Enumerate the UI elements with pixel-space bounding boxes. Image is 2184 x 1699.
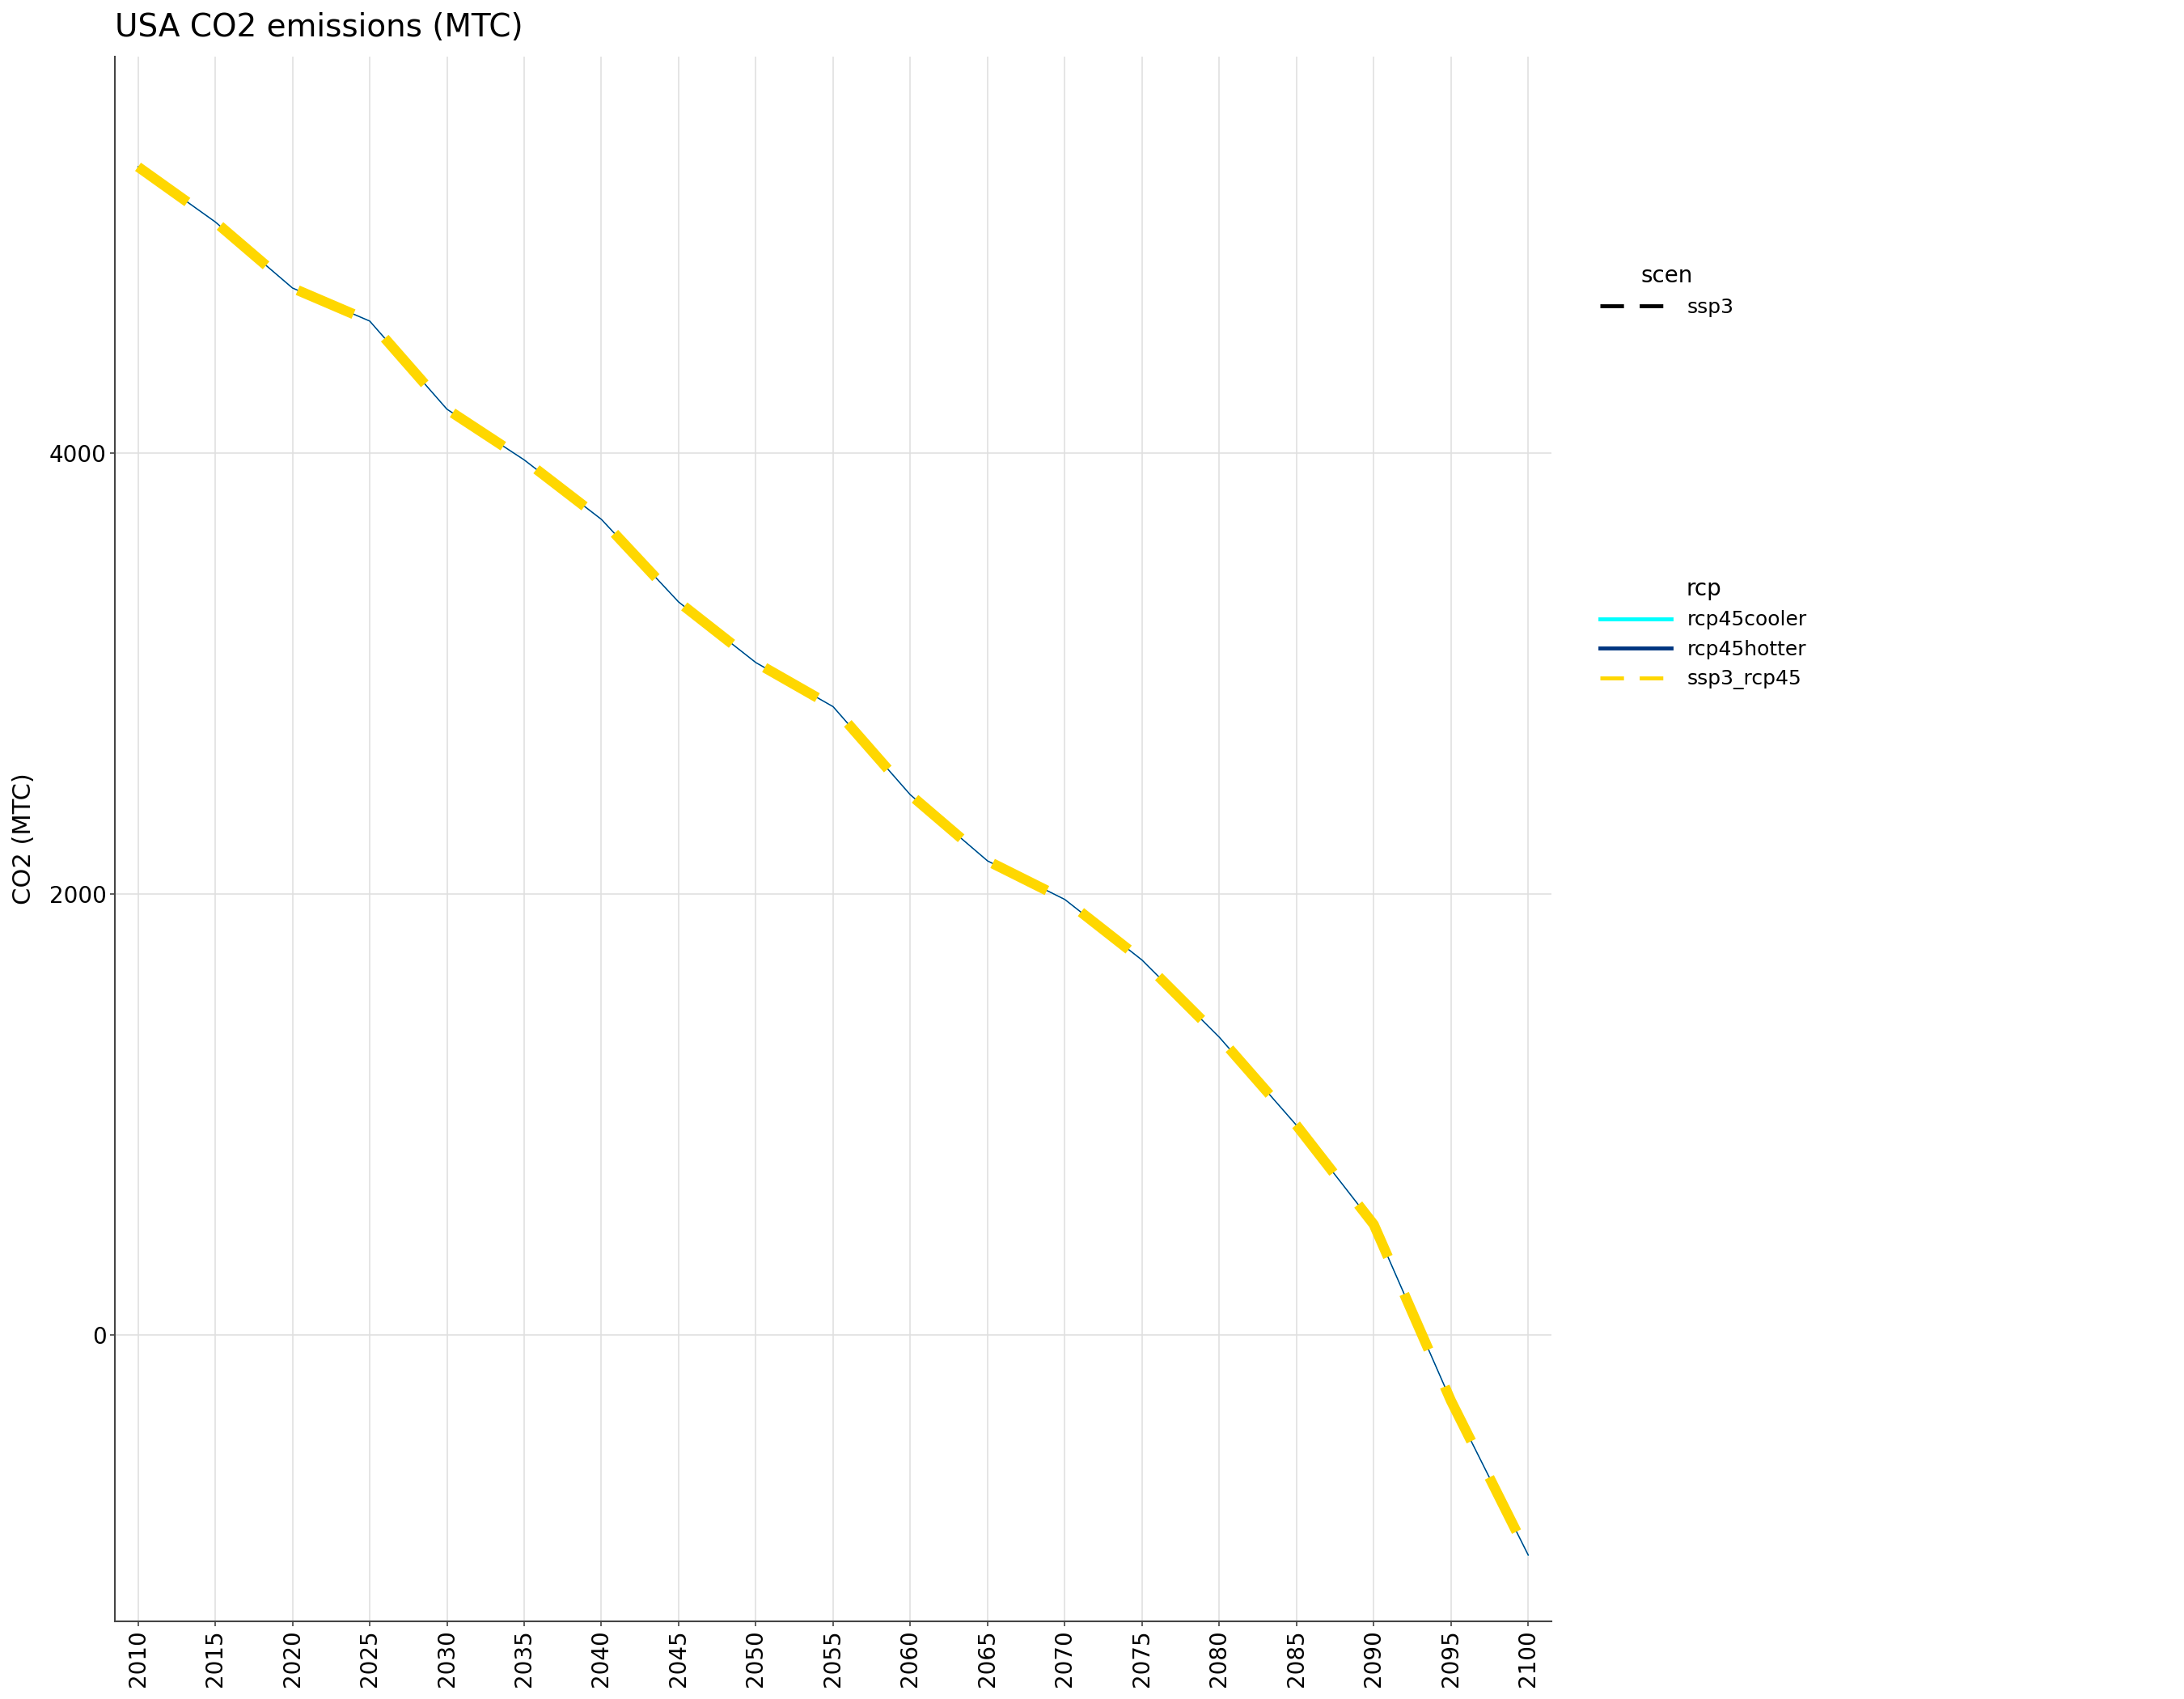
Y-axis label: CO2 (MTC): CO2 (MTC) <box>13 773 35 904</box>
Legend: rcp45cooler, rcp45hotter, ssp3_rcp45: rcp45cooler, rcp45hotter, ssp3_rcp45 <box>1590 567 1817 700</box>
Text: USA CO2 emissions (MTC): USA CO2 emissions (MTC) <box>116 12 522 42</box>
